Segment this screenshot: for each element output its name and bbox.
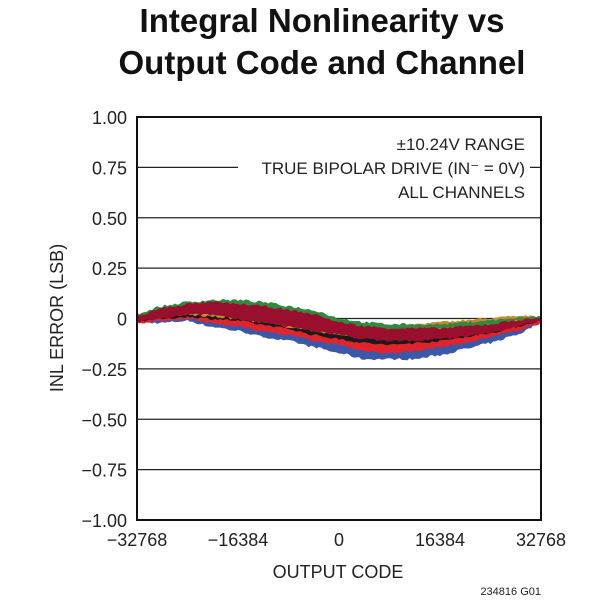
- x-tick-label: −16384: [208, 530, 269, 550]
- x-tick-label: 32768: [516, 530, 566, 550]
- annotation-drive: TRUE BIPOLAR DRIVE (IN⁻ = 0V): [261, 159, 525, 178]
- y-tick-label: 0.25: [92, 259, 127, 279]
- y-tick-label: 1.00: [92, 108, 127, 128]
- x-tick-label: −32768: [107, 530, 168, 550]
- x-tick-labels: −32768 −16384 0 16384 32768: [107, 530, 566, 550]
- x-tick-label: 16384: [415, 530, 465, 550]
- y-tick-label: 0.75: [92, 158, 127, 178]
- y-tick-label: 0.50: [92, 209, 127, 229]
- y-tick-label: −1.00: [81, 511, 127, 531]
- x-tick-label: 0: [334, 530, 344, 550]
- chart-title-line-2: Output Code and Channel: [119, 44, 526, 81]
- figure-id: 234816 G01: [480, 586, 541, 598]
- plot-frame: [136, 116, 542, 521]
- y-tick-label: 0: [117, 310, 127, 330]
- y-tick-label: −0.75: [81, 461, 127, 481]
- x-axis-label: OUTPUT CODE: [273, 562, 404, 582]
- annotation-background: [238, 156, 530, 180]
- annotation-block: ±10.24V RANGE TRUE BIPOLAR DRIVE (IN⁻ = …: [238, 135, 530, 202]
- annotation-range: ±10.24V RANGE: [397, 135, 525, 154]
- y-axis-label: INL ERROR (LSB): [47, 244, 67, 392]
- y-tick-labels: 1.00 0.75 0.50 0.25 0 −0.25 −0.50 −0.75 −1.00: [81, 108, 127, 531]
- y-tick-label: −0.25: [81, 360, 127, 380]
- annotation-channels: ALL CHANNELS: [398, 183, 525, 202]
- chart-title-line-1: Integral Nonlinearity vs: [140, 2, 505, 39]
- y-tick-label: −0.50: [81, 410, 127, 430]
- data-bands: [136, 298, 542, 361]
